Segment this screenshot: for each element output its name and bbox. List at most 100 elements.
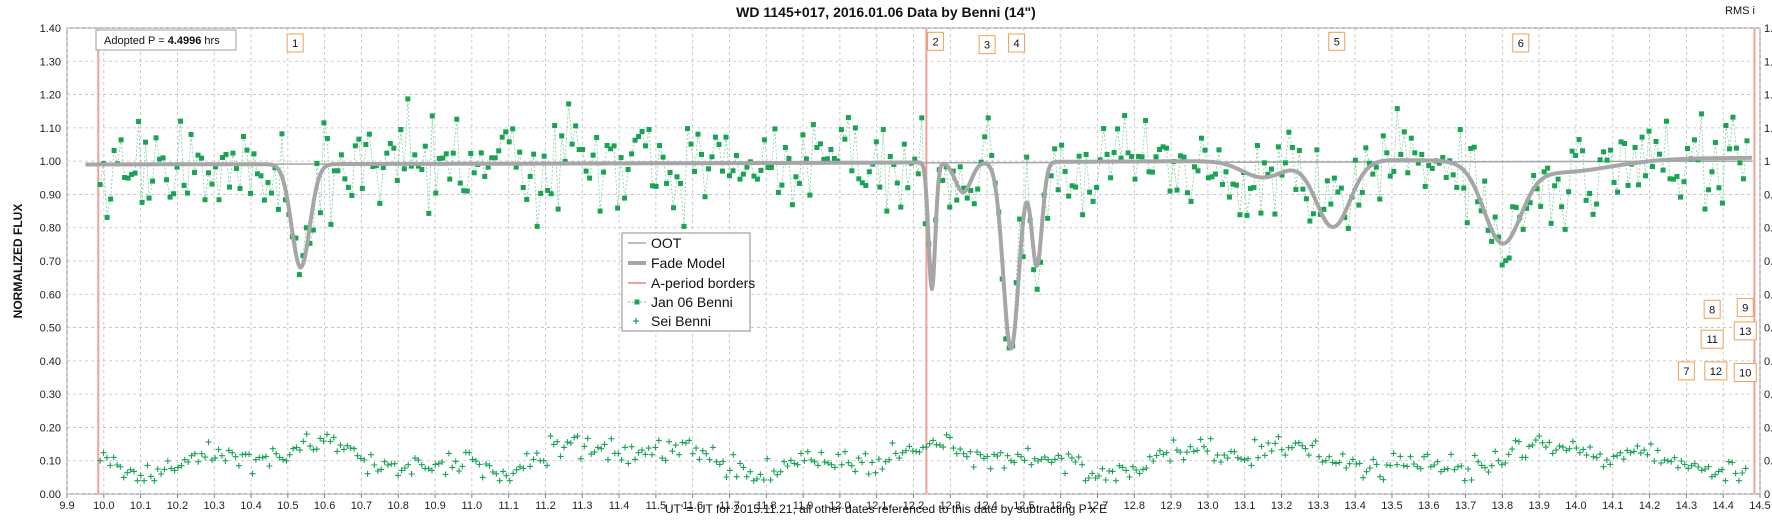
sei-data-point [889,440,896,447]
sei-data-point [970,464,977,470]
sei-data-point [120,474,127,481]
sei-data-point [794,461,801,468]
sei-data-point [249,470,256,477]
sei-data-point [506,477,513,484]
sei-data-point [730,451,737,458]
sei-data-point [1427,463,1434,470]
x-tick-label: 13.7 [1455,500,1476,512]
benni-data-point [1401,129,1407,135]
sei-data-point [923,444,930,451]
sei-data-point [760,477,767,483]
sei-data-point [791,460,798,467]
benni-data-point [611,143,617,149]
sei-data-point [869,459,876,466]
sei-data-point [1559,444,1566,451]
sei-data-point [1404,463,1411,470]
sei-data-point [584,435,591,442]
benni-data-point [1300,186,1306,192]
benni-data-point [1531,172,1537,178]
benni-data-point [793,174,799,180]
sei-data-point [1035,458,1041,464]
sei-data-point [124,469,131,476]
sei-data-point [391,460,398,467]
benni-data-point [1646,128,1652,134]
x-tick-label: 13.0 [1197,500,1218,512]
sei-data-point [896,455,903,462]
benni-data-point [838,127,844,133]
sei-data-point [679,439,686,446]
sei-data-point [1434,458,1441,465]
sei-data-point [710,444,716,451]
benni-data-point [1730,114,1736,120]
x-tick-label: 11.4 [609,500,630,512]
sei-data-point [364,470,371,477]
sei-data-point [784,463,791,469]
sei-data-point [1634,443,1641,450]
benni-data-point [1712,140,1718,146]
sei-data-point [997,449,1004,456]
fade-model [84,155,1754,351]
benni-data-point [251,151,257,157]
sei-data-point [855,455,862,462]
benni-data-point [831,155,837,161]
benni-data-point [622,195,628,201]
sei-data-point [1041,454,1048,461]
sei-data-point [212,455,219,462]
sei-data-point [930,437,937,444]
sei-data-point [689,450,696,457]
benni-data-point [1391,168,1397,174]
sei-data-point [699,447,706,454]
sei-data-point [862,450,869,457]
benni-data-point [653,183,659,189]
sei-data-point [1289,444,1295,451]
benni-data-point [957,164,963,170]
benni-data-point [1052,146,1058,152]
x-tick-label: 11.8 [756,500,777,512]
benni-data-point [866,169,872,175]
sei-data-point [682,440,689,447]
benni-data-point [188,132,194,138]
benni-data-point [880,127,886,133]
sei-data-point [1587,444,1593,451]
x-tick-label: 12.2 [903,500,924,512]
chart-title: WD 1145+017, 2016.01.06 Data by Benni (1… [736,4,1036,20]
benni-data-point [527,173,533,179]
benni-data-point [1737,160,1743,166]
benni-data-point [419,166,425,172]
sei-data-point [1651,458,1658,464]
benni-data-point [443,151,449,157]
sei-data-point [276,454,283,461]
sei-data-point [1647,441,1654,448]
benni-data-point [1087,189,1093,195]
sei-data-point [1309,442,1316,449]
benni-data-point [468,150,474,156]
benni-data-point [471,170,477,176]
x-tick-label: 14.0 [1565,500,1586,512]
sei-data-point [622,444,628,451]
y-axis-left-ticks: 0.00 0.10 0.20 0.30 0.40 0.50 0.60 0.70 0.80 0.90… [40,23,61,501]
benni-data-point [1380,133,1386,139]
sei-data-point [307,443,314,450]
sei-data-point [726,467,733,474]
benni-data-point [391,145,397,151]
benni-data-point [1632,144,1638,150]
sei-data-point [1590,453,1597,460]
sei-data-point [175,464,181,471]
benni-data-point [692,168,698,174]
benni-data-point [1366,160,1372,166]
benni-data-point [1719,200,1725,206]
x-axis-ticks: 9.9 10.0 10.1 10.2 10.3 10.4 10.5 10.6 10.7 10.8 1… [59,494,1771,512]
benni-data-point [1031,267,1037,273]
benni-data-point [1192,164,1198,170]
benni-data-point [335,168,341,174]
benni-data-point [482,173,488,179]
sei-data-point [1258,443,1265,450]
benni-data-point [587,175,593,181]
sei-data-point [1675,464,1681,471]
x-tick-label: 13.4 [1344,500,1365,512]
sei-data-point [266,463,273,469]
benni-data-point [510,126,516,132]
sei-data-point [1177,449,1184,456]
benni-data-point [279,131,285,137]
sei-data-point [296,447,303,454]
